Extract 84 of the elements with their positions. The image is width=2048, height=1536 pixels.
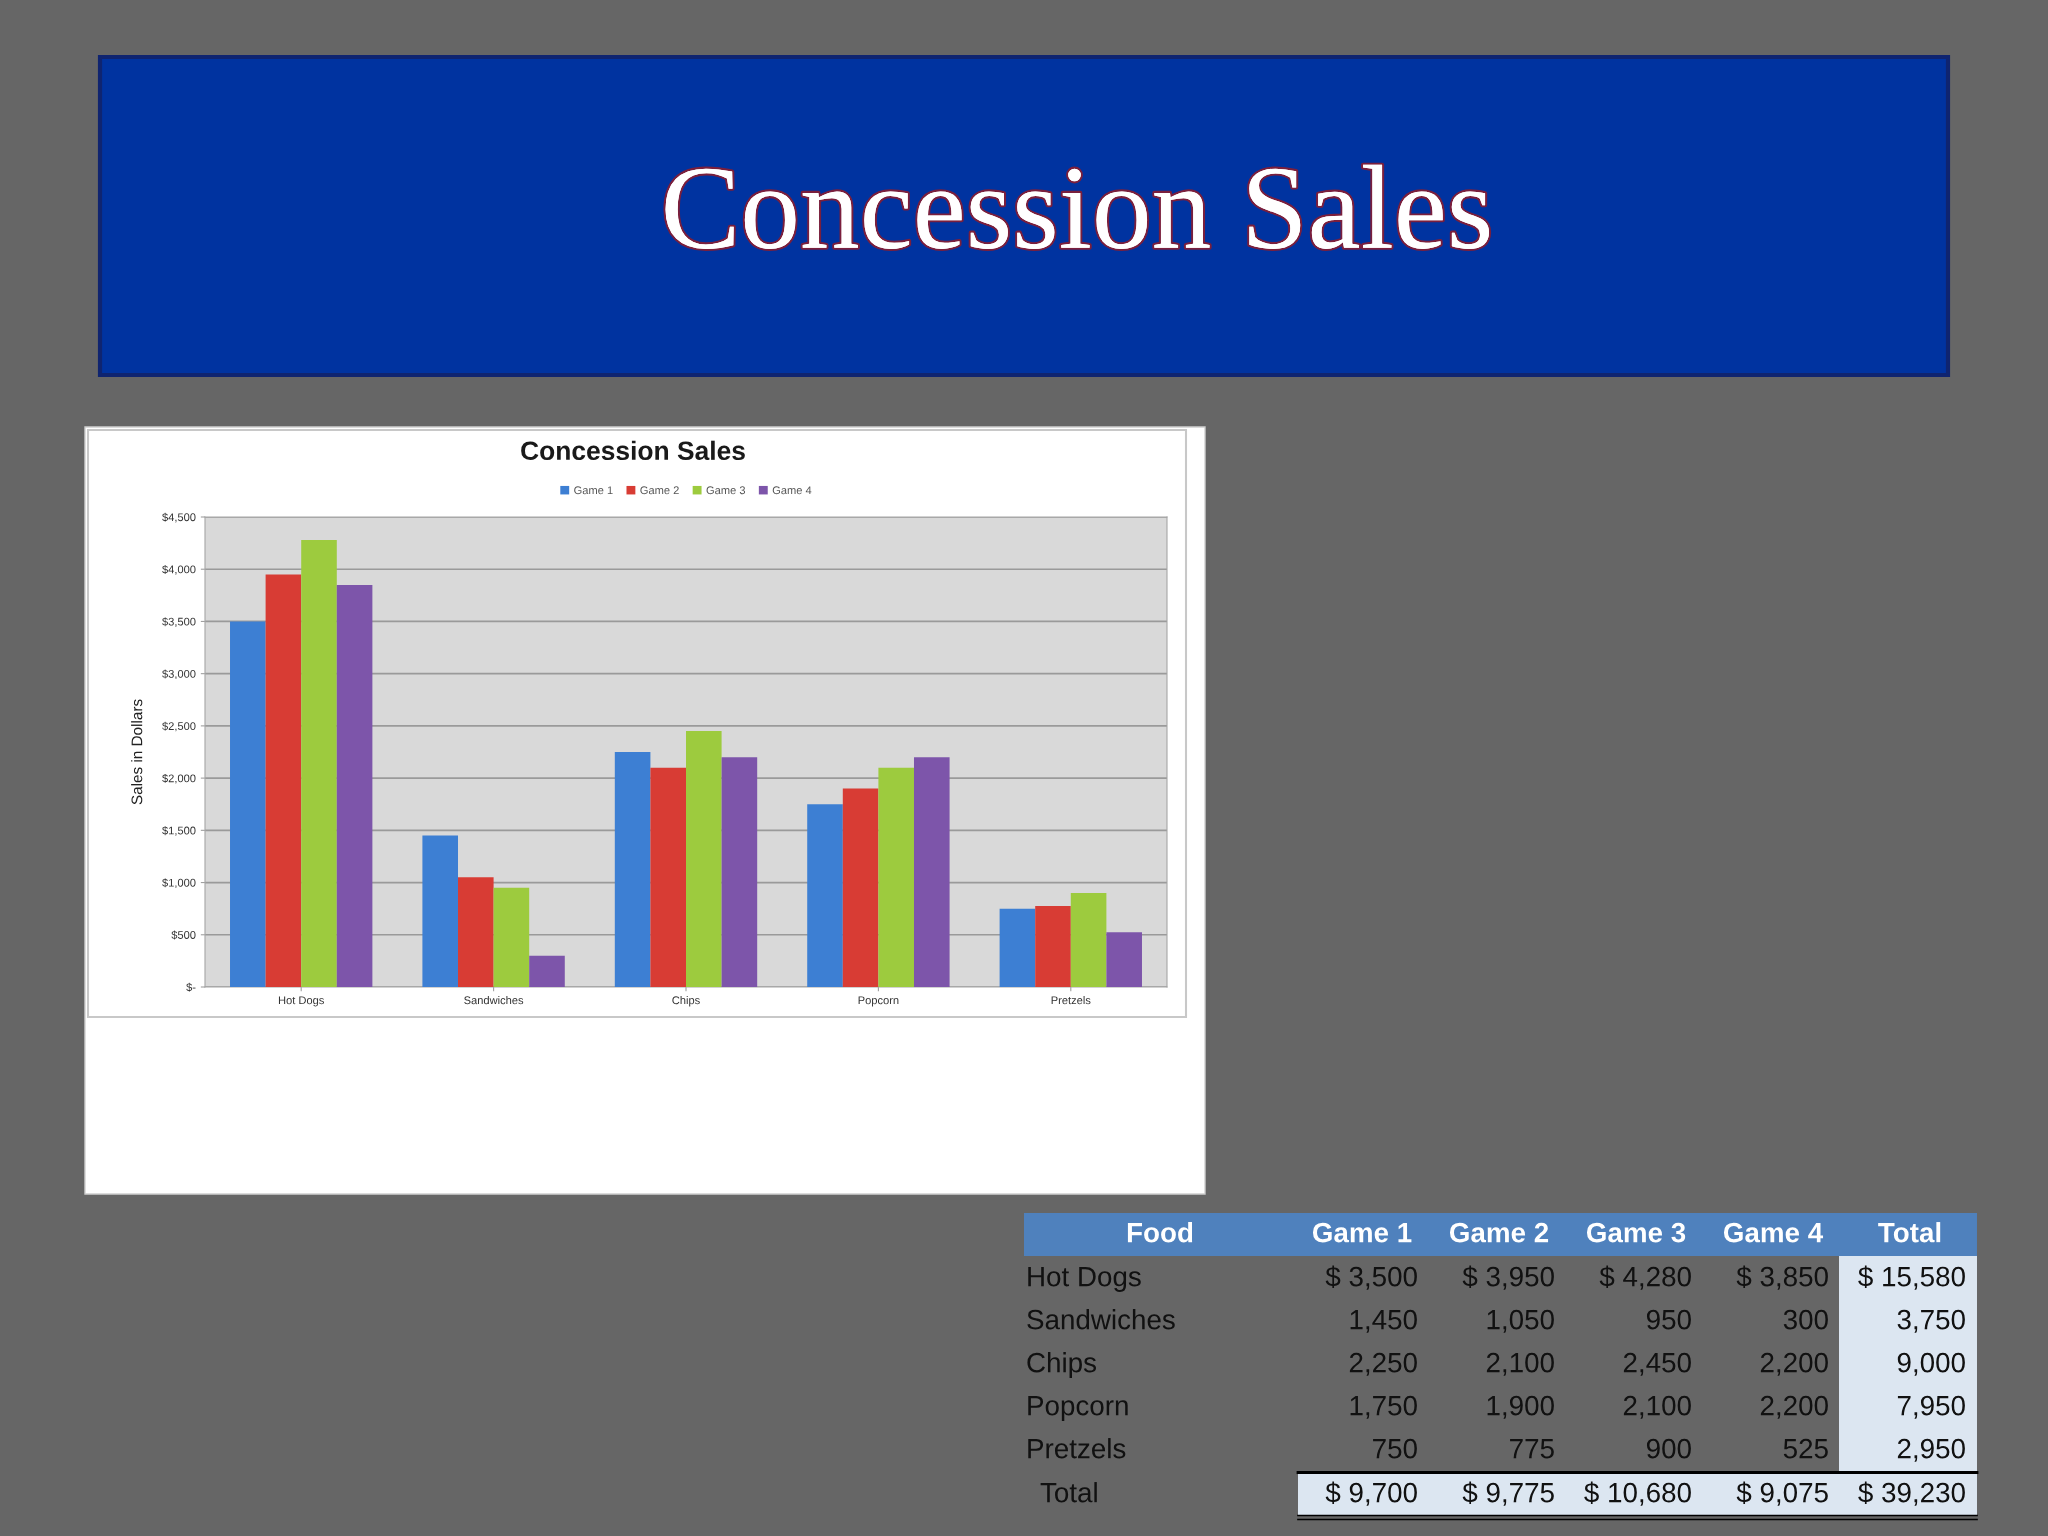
text: 300 bbox=[1783, 1309, 1828, 1330]
y-tick-label: $4,500 bbox=[162, 512, 196, 523]
x-tick-label: Sandwiches bbox=[464, 996, 524, 1005]
text: $ 3,950 bbox=[1462, 1265, 1554, 1290]
text: Sandwiches bbox=[1027, 1309, 1175, 1330]
text: 7,950 bbox=[1897, 1395, 1965, 1419]
text: $ 15,580 bbox=[1858, 1265, 1965, 1290]
text: Hot Dogs bbox=[1028, 1267, 1141, 1292]
y-tick-label: $1,500 bbox=[162, 826, 196, 836]
chart-title: Concession Sales bbox=[665, 164, 1490, 249]
text: $ 3,500 bbox=[1325, 1265, 1417, 1290]
bar bbox=[230, 621, 266, 987]
bar bbox=[878, 767, 914, 987]
bar bbox=[614, 752, 651, 987]
y-tick-label: $3,500 bbox=[162, 617, 196, 627]
text: Game 4 bbox=[1723, 1222, 1824, 1243]
text: $ 3,850 bbox=[1736, 1265, 1828, 1290]
text: 2,100 bbox=[1486, 1352, 1554, 1376]
text: 775 bbox=[1510, 1439, 1554, 1459]
text: Game 1 bbox=[1312, 1222, 1412, 1243]
text: Total bbox=[1040, 1482, 1097, 1503]
y-tick-label: $4,000 bbox=[162, 565, 196, 575]
y-tick-label: $2,500 bbox=[162, 721, 196, 732]
x-tick-label: Popcorn bbox=[858, 996, 899, 1007]
text: 900 bbox=[1646, 1438, 1691, 1459]
text: Game 2 bbox=[1449, 1222, 1549, 1243]
x-tick-label: Hot Dogs bbox=[278, 996, 324, 1007]
text: 2,950 bbox=[1897, 1438, 1965, 1462]
text: 3,750 bbox=[1897, 1309, 1965, 1333]
bar bbox=[493, 887, 530, 987]
text: Total bbox=[1878, 1222, 1941, 1243]
y-axis-title: Sales in Dollars bbox=[131, 699, 143, 805]
text: $ 9,775 bbox=[1462, 1481, 1554, 1506]
bar bbox=[422, 835, 459, 987]
bar bbox=[336, 584, 373, 987]
text: 9,000 bbox=[1897, 1352, 1965, 1376]
bar bbox=[301, 539, 337, 987]
bar bbox=[999, 908, 1036, 987]
text: 950 bbox=[1646, 1309, 1691, 1330]
bar bbox=[265, 574, 302, 987]
y-tick-label: $1,000 bbox=[162, 878, 196, 888]
y-tick-label: $2,000 bbox=[162, 773, 196, 784]
x-tick-label: Chips bbox=[672, 996, 700, 1007]
text: 2,200 bbox=[1760, 1352, 1828, 1376]
text: 2,450 bbox=[1623, 1352, 1691, 1376]
legend-label: Game 1 bbox=[574, 486, 613, 495]
y-tick-label: $- bbox=[186, 982, 196, 992]
text: 2,100 bbox=[1623, 1395, 1691, 1419]
bar bbox=[650, 767, 686, 987]
bar bbox=[1035, 906, 1071, 987]
text: Popcorn bbox=[1028, 1396, 1128, 1421]
bar bbox=[1070, 893, 1107, 987]
text: $ 4,280 bbox=[1599, 1265, 1691, 1290]
text: $ 39,230 bbox=[1858, 1481, 1965, 1506]
y-tick-label: $500 bbox=[171, 930, 196, 940]
text: Food bbox=[1127, 1222, 1193, 1243]
bar bbox=[529, 955, 565, 987]
bar bbox=[458, 877, 494, 987]
text: 2,200 bbox=[1760, 1395, 1828, 1419]
legend-label: Game 2 bbox=[640, 486, 679, 495]
legend-label: Game 3 bbox=[706, 486, 746, 495]
bar bbox=[1106, 932, 1142, 987]
text: Chips bbox=[1027, 1352, 1097, 1378]
text: $ 10,680 bbox=[1584, 1481, 1691, 1506]
y-tick-label: $3,000 bbox=[162, 669, 196, 680]
bar bbox=[807, 804, 843, 987]
text: $ 9,700 bbox=[1325, 1481, 1417, 1506]
bar bbox=[721, 757, 758, 987]
x-tick-label: Pretzels bbox=[1051, 996, 1091, 1005]
text: $ 9,075 bbox=[1736, 1481, 1828, 1506]
text: 1,450 bbox=[1350, 1309, 1417, 1333]
text: 1,750 bbox=[1350, 1395, 1417, 1419]
bar bbox=[686, 731, 722, 987]
text: 525 bbox=[1783, 1438, 1828, 1459]
text: 1,900 bbox=[1487, 1395, 1554, 1419]
text: 1,050 bbox=[1487, 1309, 1554, 1333]
text: Game 3 bbox=[1586, 1222, 1686, 1243]
text: 750 bbox=[1373, 1438, 1417, 1459]
bar bbox=[913, 757, 950, 987]
text: Pretzels bbox=[1028, 1438, 1126, 1459]
bar bbox=[842, 788, 879, 987]
legend-label: Game 4 bbox=[772, 486, 812, 495]
chart-subtitle: Concession Sales bbox=[521, 440, 745, 461]
text: 2,250 bbox=[1349, 1352, 1417, 1376]
